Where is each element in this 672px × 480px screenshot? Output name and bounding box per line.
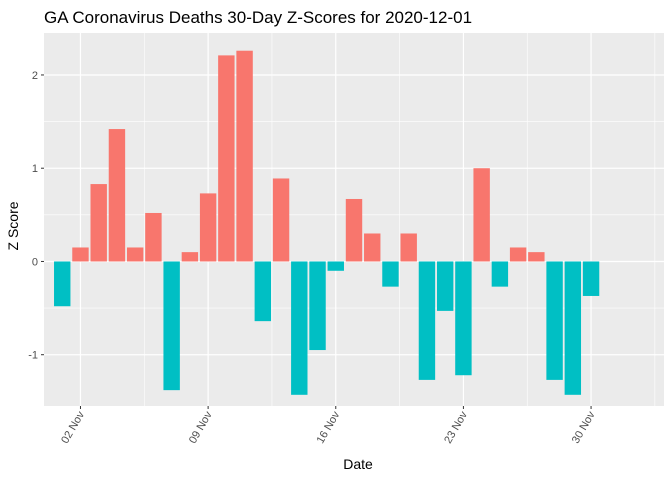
bar: [382, 261, 399, 287]
bars: [54, 50, 600, 395]
bar: [72, 247, 89, 262]
bar: [126, 247, 144, 262]
bar: [564, 261, 582, 395]
bar: [364, 233, 381, 262]
bar: [54, 261, 71, 307]
chart-title: GA Coronavirus Deaths 30-Day Z-Scores fo…: [44, 8, 472, 27]
bar: [90, 184, 107, 262]
y-tick-label: 2: [32, 70, 38, 82]
bar: [218, 55, 235, 262]
x-tick-label: 09 Nov: [187, 409, 215, 446]
x-tick-label: 16 Nov: [315, 409, 343, 446]
bar: [236, 50, 253, 262]
bar: [345, 198, 363, 262]
bar: [291, 261, 308, 395]
bar: [272, 178, 290, 262]
x-tick-label: 23 Nov: [442, 409, 470, 446]
bar: [145, 212, 162, 262]
bar: [528, 252, 545, 262]
bar: [491, 261, 509, 287]
bar: [108, 129, 126, 262]
bar: [455, 261, 472, 376]
bar: [309, 261, 326, 351]
y-tick-label: 0: [32, 256, 38, 268]
bar: [400, 233, 417, 262]
y-tick-label: 1: [32, 163, 38, 175]
bar: [254, 261, 272, 322]
x-axis-title: Date: [343, 456, 373, 472]
y-tick-label: -1: [28, 350, 38, 362]
bar: [199, 193, 217, 262]
y-axis-title: Z Score: [5, 201, 21, 250]
x-tick-label: 30 Nov: [570, 409, 598, 446]
bar: [509, 247, 527, 262]
bar: [473, 168, 490, 262]
bar: [418, 261, 436, 380]
bar: [163, 261, 180, 391]
x-tick-label: 02 Nov: [59, 409, 87, 446]
bar: [327, 261, 344, 271]
bar: [582, 261, 600, 296]
bar: [546, 261, 563, 380]
bar: [181, 252, 199, 262]
bar: [436, 261, 454, 311]
